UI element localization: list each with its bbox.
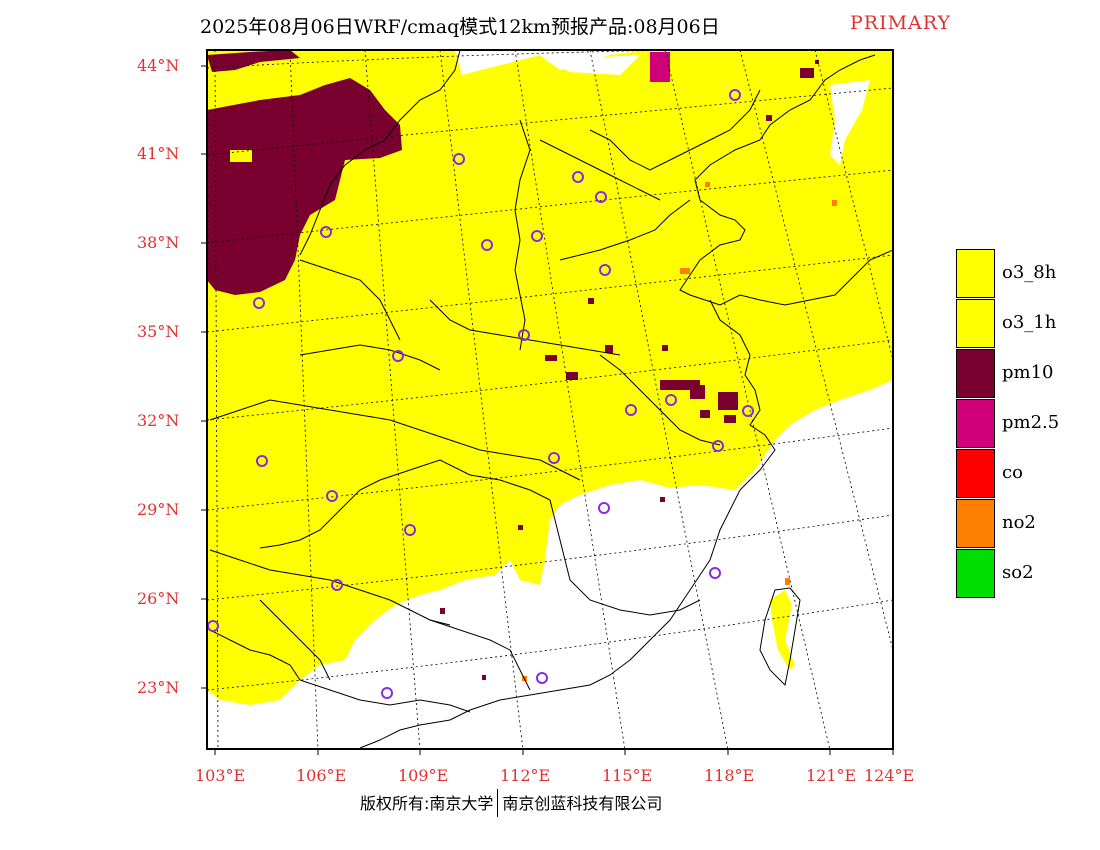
lat-label-32: 32°N [137,411,180,430]
legend-item-o3-8h: o3_8h [956,249,1086,299]
footer: 版权所有:南京大学 南京创蓝科技有限公司 [360,788,663,819]
pm10-region-west [207,78,402,295]
legend-label: pm10 [1002,362,1054,383]
copyright-text: 版权所有:南京大学 [360,794,494,813]
lat-label-38: 38°N [137,233,180,252]
legend-swatch [956,449,995,498]
legend-item-co: co [956,449,1086,499]
pm10-hole [230,150,252,162]
lon-label-124: 124°E [864,766,915,785]
lat-label-26: 26°N [137,589,180,608]
lat-label-41: 41°N [137,144,180,163]
legend-label: so2 [1002,562,1034,583]
boundaries [209,50,893,749]
legend-label: o3_8h [1002,262,1057,283]
lon-label-103: 103°E [195,766,246,785]
legend-swatch [956,249,995,298]
legend-item-so2: so2 [956,549,1086,599]
lat-label-44: 44°N [137,56,180,75]
lon-label-106: 106°E [296,766,347,785]
lat-label-35: 35°N [137,322,180,341]
lat-label-29: 29°N [137,500,180,519]
lon-label-109: 109°E [398,766,449,785]
lon-label-118: 118°E [704,766,755,785]
legend-swatch [956,549,995,598]
legend-item-pm25: pm2.5 [956,399,1086,449]
legend-label: pm2.5 [1002,412,1060,433]
pm10-region-north [207,50,300,72]
company-text: 南京创蓝科技有限公司 [502,794,663,813]
n-white-gap [545,55,640,75]
taiwan-o3-patch [770,590,795,670]
plot-frame [206,49,894,750]
legend-swatch [956,399,995,448]
lat-label-23: 23°N [137,678,180,697]
legend-swatch [956,499,995,548]
legend-item-o3-1h: o3_1h [956,299,1086,349]
stations [207,89,754,699]
legend-label: no2 [1002,512,1036,533]
legend-item-no2: no2 [956,499,1086,549]
ne-white-gap [830,80,870,165]
o3-region [207,50,893,705]
legend-item-pm10: pm10 [956,349,1086,399]
axis-ticks [201,65,894,755]
legend-label: co [1002,462,1023,483]
footer-separator [497,788,499,817]
pm25-patch [650,52,670,82]
legend-swatch [956,299,995,348]
lon-label-112: 112°E [500,766,551,785]
lon-label-121: 121°E [806,766,857,785]
legend-swatch [956,349,995,398]
lon-label-115: 115°E [602,766,653,785]
graticule [207,50,893,749]
legend-label: o3_1h [1002,312,1057,333]
pm10-specks [440,60,819,680]
map-title: 2025年08月06日WRF/cmaq模式12km预报产品:08月06日 [200,16,720,38]
map-title-tag: PRIMARY [850,12,952,34]
